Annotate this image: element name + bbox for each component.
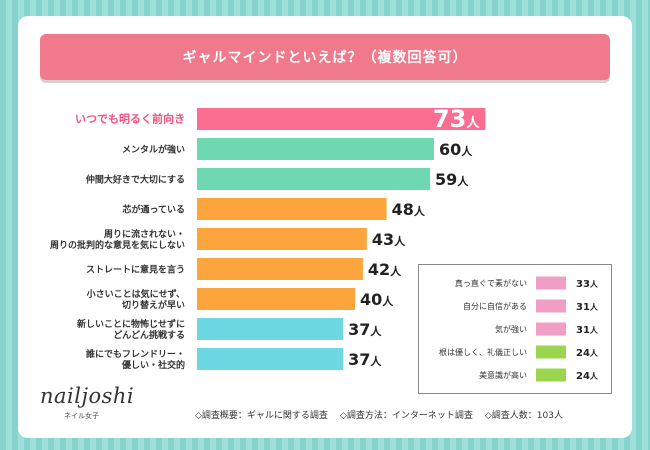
secondary-value-4: 24人: [576, 348, 599, 359]
value-label-2: 60人: [439, 140, 473, 159]
bar-7: [197, 288, 355, 310]
value-label-1: 73人: [433, 105, 480, 133]
bar-3: [197, 168, 431, 190]
chart-title: ギャルマインドといえば？（複数回答可）: [40, 34, 610, 80]
bar-9: [197, 348, 344, 370]
secondary-label-1: 真っ直ぐで素がない: [455, 278, 527, 288]
value-label-9: 37人: [348, 350, 382, 369]
category-label-9: 誰にでもフレンドリー・優しい・社交的: [86, 348, 185, 371]
nailjoshi-logo: nailjoshi: [40, 384, 135, 408]
value-label-7: 40人: [360, 290, 394, 309]
logo-subtitle: ネイル女子: [64, 412, 99, 420]
bar-1: [197, 108, 486, 130]
secondary-bar-4: [536, 345, 566, 359]
secondary-label-4: 根は優しく、礼儀正しい: [439, 347, 527, 357]
value-label-3: 59人: [435, 170, 469, 189]
bar-8: [197, 318, 344, 340]
value-label-8: 37人: [348, 320, 382, 339]
category-label-7: 小さいことは気にせず、切り替えが早い: [86, 288, 185, 311]
secondary-label-2: 自分に自信がある: [463, 301, 527, 311]
survey-method: ◇調査方法：インターネット調査: [339, 411, 473, 421]
value-label-6: 42人: [368, 260, 402, 279]
survey-respondents: ◇調査人数：103人: [484, 411, 563, 421]
secondary-ranking-box: [418, 264, 612, 394]
secondary-bar-3: [536, 322, 566, 336]
survey-overview: ◇調査概要：ギャルに関する調査: [195, 411, 328, 421]
bar-4: [197, 198, 387, 220]
bar-6: [197, 258, 363, 280]
secondary-value-2: 31人: [576, 302, 599, 313]
survey-footer: ◇調査概要：ギャルに関する調査 ◇調査方法：インターネット調査 ◇調査人数：10…: [195, 408, 625, 421]
secondary-bar-1: [536, 276, 566, 290]
category-label-2: メンタルが強い: [122, 144, 185, 156]
category-label-5: 周りに流されない・周りの批判的な意見を気にしない: [50, 228, 185, 251]
secondary-value-1: 33人: [576, 279, 599, 290]
secondary-label-3: 気が強い: [495, 324, 527, 334]
category-label-4: 芯が通っている: [122, 204, 185, 216]
value-label-4: 48人: [392, 200, 426, 219]
category-label-8: 新しいことに物怖じせずにどんどん挑戦する: [77, 318, 185, 341]
category-label-6: ストレートに意見を言う: [86, 264, 185, 276]
category-label-3: 仲間大好きで大切にする: [86, 174, 185, 186]
secondary-bar-2: [536, 299, 566, 313]
bar-2: [197, 138, 434, 160]
secondary-label-5: 美意識が高い: [479, 370, 527, 380]
category-label-1: いつでも明るく前向き: [75, 112, 185, 126]
value-label-5: 43人: [372, 230, 406, 249]
secondary-value-3: 31人: [576, 325, 599, 336]
bar-5: [197, 228, 367, 250]
secondary-value-5: 24人: [576, 371, 599, 382]
secondary-bar-5: [536, 368, 566, 382]
